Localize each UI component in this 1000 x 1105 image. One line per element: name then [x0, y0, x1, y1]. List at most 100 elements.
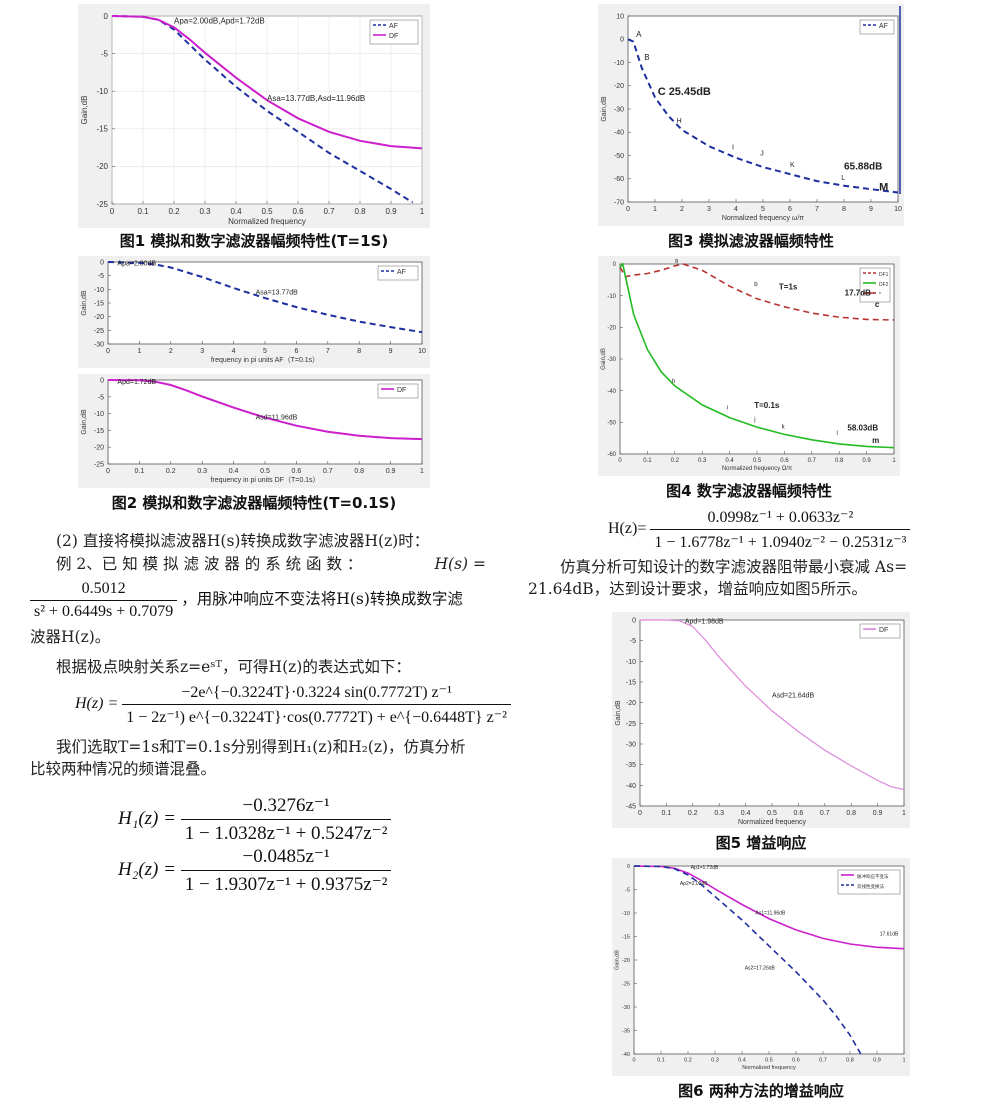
figure-5-chart: 0 0.1 0.2 0.3 0.4 0.5 0.6 0.7 0.8 0.9 1 0 -5 -10 -15 -2…: [612, 612, 910, 828]
fig6-annotation: As2=17.26dB: [745, 965, 776, 971]
paragraph-4-line-2: 比较两种情况的频谱混叠。: [30, 760, 217, 778]
fig6-xtick-label: 0.3: [711, 1058, 719, 1064]
fig3-group: 0 1 2 3 4 5 6 7 8 9 10 10 0 -10 -20 -30 -40 -50 -60 -70 Norm…: [598, 4, 904, 226]
fig2-bottom-ytick-label: -5: [98, 394, 104, 401]
fig2-bottom-xtick-label: 0: [106, 468, 110, 475]
fig4-xtick-label: 0.1: [643, 458, 652, 464]
fig6-ytick-label: -35: [622, 1028, 630, 1034]
fig4-annotation: j: [753, 417, 755, 423]
fig3-ytick-label: -60: [614, 176, 624, 183]
fig1-ytick-label: -20: [96, 162, 108, 171]
fig6-legend-label: 双线性变换法: [857, 883, 884, 890]
fig6-xtick-label: 0: [632, 1058, 635, 1064]
fig2-top-ytick-label: -25: [94, 328, 104, 335]
fig5-ytick-label: -15: [626, 679, 636, 686]
fig4-annotation: h: [672, 379, 675, 385]
fig4-group: 0 0.1 0.2 0.3 0.4 0.5 0.6 0.7 0.8 0.9 1 0 -10 -20 -30 -…: [598, 256, 900, 476]
figure-5-caption: 图5 增益响应: [715, 834, 807, 852]
fig3-ytick-label: 10: [616, 13, 624, 20]
fig2-bottom-xlabel: frequency in pi units DF（T=0.1s）: [210, 476, 319, 484]
fig6-ytick-label: -25: [622, 981, 630, 987]
fig6-ytick-label: -10: [622, 911, 630, 917]
fig4-series-2: [619, 262, 895, 449]
fig5-xtick-label: 0.9: [873, 810, 883, 817]
fig6-xtick-label: 0.6: [792, 1058, 800, 1064]
fig5-legend: [859, 623, 901, 639]
fig6-legend-label: 脉冲响应不变法: [857, 873, 889, 880]
equation-2-numerator: −0.3276z⁻¹: [180, 794, 392, 820]
fig3-xtick-label: 0: [626, 206, 630, 213]
fig2-bottom-group: 0 0.1 0.2 0.3 0.4 0.5 0.6 0.7 0.8 0.9 1 0 -5 -10 -15 -2…: [78, 374, 430, 488]
fig1-xtick-label: 0.1: [137, 207, 149, 216]
fig5-ytick-label: -40: [626, 783, 636, 790]
equation-4-fraction: 0.0998z⁻¹ + 0.0633z⁻² 1 − 1.6778z⁻¹ + 1.…: [650, 507, 911, 552]
fig2-top-series-1: [107, 261, 423, 334]
fig2-top-ytick-label: -5: [98, 273, 104, 280]
fig2-bottom-ytick-label: 0: [100, 377, 104, 384]
fig1-xtick-label: 0.3: [199, 207, 211, 216]
fig5-ylabel: Gain,dB: [615, 700, 622, 726]
fig5-series-1: [640, 619, 905, 791]
paragraph-4: 我们选取T=1s和T=0.1s分别得到H₁(z)和H₂(z)，仿真分析 比较两种…: [30, 736, 466, 780]
fig6-ytick-label: -20: [622, 958, 630, 964]
fig6-group: 0 0.1 0.2 0.3 0.4 0.5 0.6 0.7 0.8 0.9 1 0 -5 -10 -15 -2…: [612, 858, 910, 1076]
fig2-bottom-annotation: Apd=1.72dB: [117, 379, 156, 386]
fig2-bottom-series-1: [107, 379, 423, 441]
fig2-top-xtick-label: 4: [232, 348, 236, 355]
fig2-top-legend: [377, 265, 419, 281]
fig1-ytick-label: -25: [96, 200, 108, 209]
fig6-legend: [837, 869, 901, 895]
fig1-xtick-label: 0.7: [323, 207, 335, 216]
equation-3-numerator: −0.0485z⁻¹: [180, 845, 392, 871]
fig6-ytick-label: -5: [625, 887, 630, 893]
fig3-annotation: K: [790, 162, 795, 169]
fig4-xtick-label: 0.4: [725, 458, 734, 464]
fig3-annotation: 65.88dB: [844, 161, 882, 172]
fig6-annotation: Ap1=1.72dB: [691, 865, 719, 871]
fig6-xtick-label: 0.7: [819, 1058, 827, 1064]
fig5-ytick-label: -25: [626, 721, 636, 728]
fig3-xlabel: Normalized frequency ω/π: [722, 215, 804, 222]
fig6-xtick-label: 1: [902, 1058, 905, 1064]
fig6-annotation: Ap2=2.00dB: [680, 881, 708, 887]
fig2-top-ytick-label: -10: [94, 287, 104, 294]
figure-2: 0 1 2 3 4 5 6 7 8 9 10 0 -5 -10 -15 -20 -25 -30 frequency …: [78, 256, 430, 488]
fig5-ytick-label: -35: [626, 762, 636, 769]
fig3-ytick-label: -70: [614, 199, 624, 206]
fig4-legend-label: DF1: [879, 272, 889, 278]
fig3-ytick-label: -30: [614, 106, 624, 113]
fig2-top-xtick-label: 3: [200, 348, 204, 355]
fig1-xtick-label: 1: [420, 207, 425, 216]
figure-6-chart: 0 0.1 0.2 0.3 0.4 0.5 0.6 0.7 0.8 0.9 1 0 -5 -10 -15 -2…: [612, 858, 910, 1076]
fig6-xtick-label: 0.4: [738, 1058, 746, 1064]
fig5-ytick-label: -30: [626, 741, 636, 748]
fig6-xtick-label: 0.9: [873, 1058, 881, 1064]
fig5-xlabel: Normalized frequency: [738, 819, 807, 826]
fig4-ytick-label: -10: [607, 294, 616, 300]
fig3-annotation: A: [636, 30, 642, 39]
fig2-top-annotation: Asa=13.77dB: [256, 289, 299, 296]
fig4-ytick-label: -20: [607, 325, 616, 331]
fig5-annotation: Apd=1.98dB: [685, 619, 724, 626]
fig5-xtick-label: 0.1: [662, 810, 672, 817]
fig2-bottom-xtick-label: 0.3: [197, 468, 207, 475]
fig5-xtick-label: 0.7: [820, 810, 830, 817]
paragraph-2-text: 例 2、已 知 模 拟 滤 波 器 的 系 统 函 数 ：: [56, 555, 363, 573]
fig4-xtick-label: 1: [892, 458, 896, 464]
fig4-annotation: i: [727, 406, 728, 412]
figure-3: 0 1 2 3 4 5 6 7 8 9 10 10 0 -10 -20 -30 -40 -50 -60 -70 Norm…: [598, 4, 904, 226]
fig3-xtick-label: 10: [894, 206, 902, 213]
fig1-ytick-label: -5: [101, 49, 109, 58]
fig2-top-legend-label: AF: [397, 269, 406, 276]
fig4-xlabel: Normalized frequency Ω/π: [722, 466, 792, 472]
fig3-legend: [859, 19, 895, 35]
fig6-annotation: 17.61dB: [880, 932, 899, 938]
fig5-plot-area: [639, 619, 905, 807]
fig3-ytick-label: 0: [620, 37, 624, 44]
equation-1-denominator: 1 − 2z⁻¹) e^{−0.3224T}·cos(0.7772T) + e^…: [126, 709, 507, 726]
fig1-group: 0 0.1 0.2 0.3 0.4 0.5 0.6 0.7 0.8 0.9 1 0 -5 -10 -15 -2…: [78, 4, 430, 228]
fig2-bottom-xtick-label: 0.6: [292, 468, 302, 475]
fig3-series-1: [627, 38, 899, 194]
fig2-top-ytick-label: -20: [94, 314, 104, 321]
fig4-annotation: T=1s: [779, 282, 798, 291]
